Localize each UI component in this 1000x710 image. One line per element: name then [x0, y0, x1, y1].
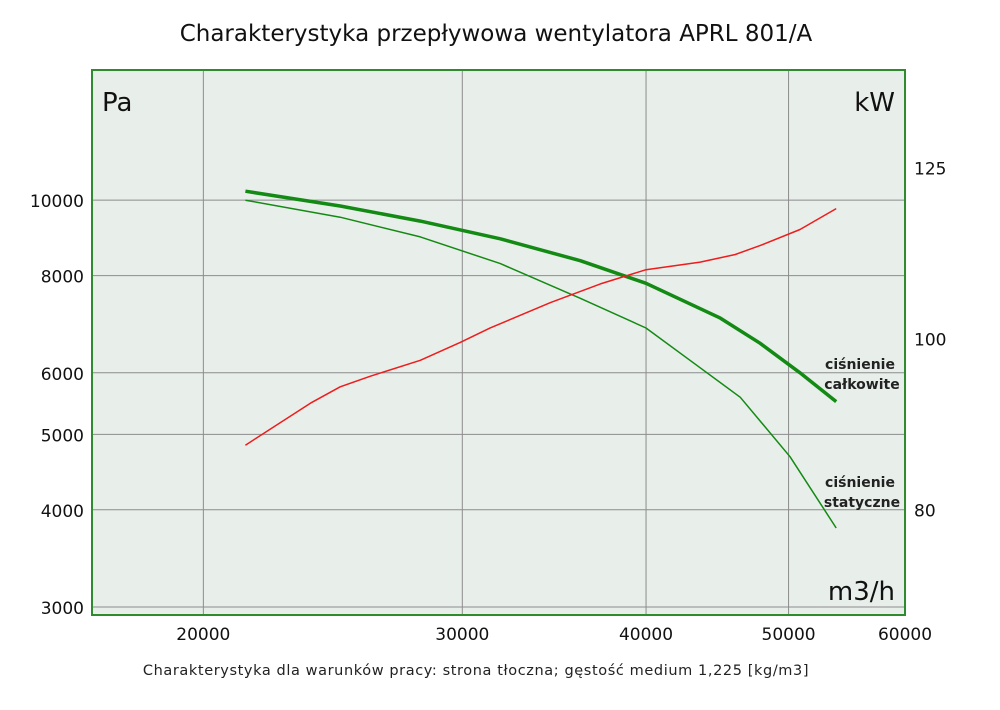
tick-labels: 20000 30000 40000 50000 60000 3000 4000 5000 600…: [30, 160, 947, 645]
annotation-static-pressure-2: statyczne: [824, 495, 900, 511]
x-tick-label: 50000: [762, 625, 816, 645]
grid: [92, 70, 905, 615]
x-tick-label: 60000: [878, 625, 932, 645]
static-pressure-line: [245, 199, 837, 529]
y-left-tick-label: 5000: [41, 426, 84, 446]
y-right-tick-label: 80: [914, 501, 936, 521]
x-tick-label: 40000: [619, 625, 673, 645]
x-tick-label: 30000: [435, 625, 489, 645]
x-tick-label: 20000: [176, 625, 230, 645]
right-axis-unit: kW: [854, 88, 895, 118]
chart-title: Charakterystyka przepływowa wentylatora …: [180, 21, 813, 47]
annotation-total-pressure-2: całkowite: [824, 377, 899, 393]
y-left-tick-label: 10000: [30, 192, 84, 212]
annotation-static-pressure-1: ciśnienie: [825, 475, 895, 491]
y-left-tick-label: 8000: [41, 268, 84, 288]
y-left-tick-label: 6000: [41, 365, 84, 385]
annotation-total-pressure-1: ciśnienie: [825, 357, 895, 373]
y-left-tick-label: 3000: [41, 599, 84, 619]
plot-area: [92, 70, 905, 615]
power-line: [244, 207, 837, 446]
chart-footnote: Charakterystyka dla warunków pracy: stro…: [143, 663, 809, 679]
y-right-tick-label: 100: [914, 331, 946, 351]
y-left-tick-label: 4000: [41, 502, 84, 522]
series-group: [244, 189, 838, 529]
plot-border: [91, 69, 906, 616]
total-pressure-line: [245, 189, 838, 403]
y-right-tick-label: 125: [914, 160, 946, 180]
x-axis-unit: m3/h: [828, 577, 895, 607]
left-axis-unit: Pa: [102, 88, 132, 118]
